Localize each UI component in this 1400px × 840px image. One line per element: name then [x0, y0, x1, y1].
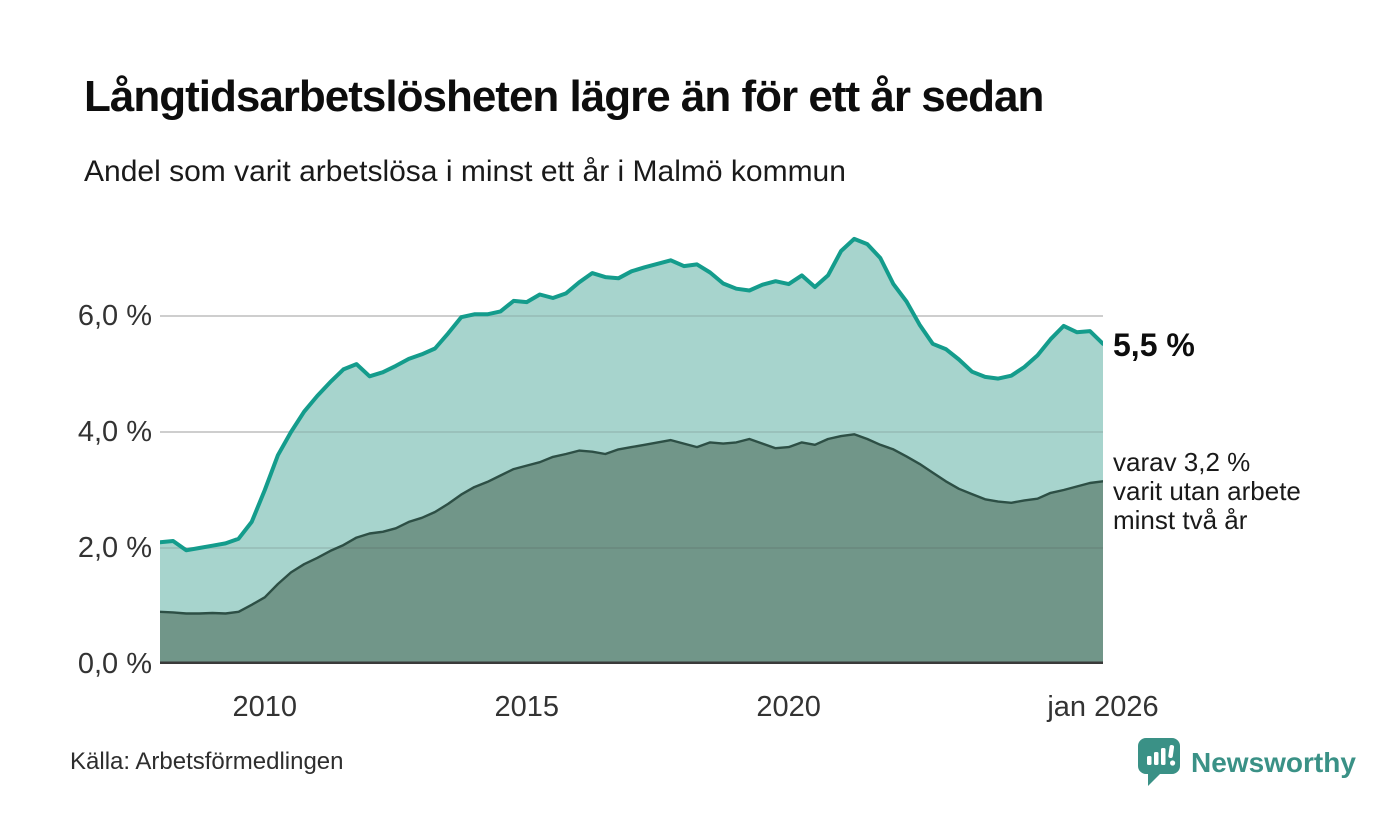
page-title: Långtidsarbetslösheten lägre än för ett … — [84, 72, 1044, 121]
annotation-latest-value: 5,5 % — [1113, 327, 1195, 363]
line-series-1 — [160, 433, 1103, 615]
page-subtitle: Andel som varit arbetslösa i minst ett å… — [84, 155, 846, 188]
source-note: Källa: Arbetsförmedlingen — [70, 748, 344, 775]
annotation-secondary-line: varav 3,2 % — [1113, 447, 1251, 477]
x-tick-label: 2015 — [494, 691, 559, 723]
brand-name: Newsworthy — [1191, 747, 1356, 778]
y-tick-label: 2,0 % — [77, 532, 152, 564]
y-tick-label: 6,0 % — [77, 300, 152, 332]
chart-canvas — [160, 236, 1103, 664]
y-tick-label: 4,0 % — [77, 416, 152, 448]
annotation-secondary-line: minst två år — [1113, 505, 1248, 535]
logo-speech-bubble-icon — [1138, 738, 1180, 786]
x-tick-label: 2020 — [756, 691, 821, 723]
newsworthy-logo: Newsworthy — [1138, 738, 1356, 788]
x-tick-label: 2010 — [232, 691, 298, 723]
y-tick-label: 0,0 % — [77, 648, 152, 680]
x-tick-label: jan 2026 — [1047, 691, 1159, 723]
annotation-secondary-line: varit utan arbete — [1113, 476, 1301, 506]
area-series-1 — [160, 434, 1103, 664]
annotation-secondary: varav 3,2 % varit utan arbete minst två … — [1113, 448, 1301, 535]
line-series-0 — [160, 236, 1103, 553]
